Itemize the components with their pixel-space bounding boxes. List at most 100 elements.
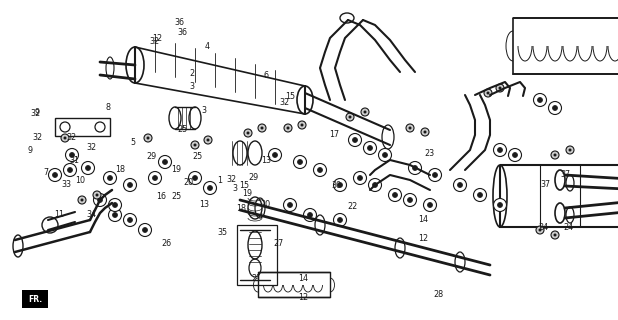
Text: 24: 24 (539, 223, 549, 232)
Circle shape (408, 162, 421, 174)
Circle shape (423, 131, 426, 133)
Text: 2: 2 (189, 69, 194, 78)
Circle shape (551, 231, 559, 239)
Circle shape (496, 84, 504, 92)
Text: 26: 26 (162, 239, 172, 248)
Circle shape (93, 194, 106, 206)
Circle shape (112, 212, 117, 218)
Circle shape (208, 186, 213, 190)
Text: 28: 28 (434, 290, 444, 299)
Circle shape (368, 146, 373, 150)
Circle shape (373, 182, 378, 188)
Circle shape (533, 93, 546, 107)
Text: 21: 21 (252, 274, 261, 283)
Text: 32: 32 (150, 37, 159, 46)
Text: 32: 32 (87, 143, 96, 152)
Circle shape (412, 165, 418, 171)
Circle shape (378, 148, 391, 162)
Text: 11: 11 (54, 210, 64, 219)
Circle shape (497, 203, 502, 207)
Circle shape (64, 137, 67, 140)
Text: 6: 6 (263, 71, 268, 80)
Circle shape (61, 134, 69, 142)
Circle shape (406, 124, 414, 132)
Circle shape (566, 146, 574, 154)
Circle shape (158, 156, 172, 169)
Circle shape (287, 126, 289, 130)
Bar (513, 18, 618, 74)
Circle shape (85, 165, 90, 171)
Circle shape (433, 172, 438, 178)
Circle shape (494, 143, 507, 156)
Circle shape (273, 153, 277, 157)
Circle shape (552, 106, 557, 110)
Text: 34: 34 (87, 210, 96, 219)
Circle shape (127, 218, 132, 222)
Circle shape (204, 136, 212, 144)
Bar (55, 118, 110, 136)
Circle shape (349, 133, 362, 147)
Circle shape (112, 203, 117, 207)
Circle shape (297, 159, 302, 164)
Text: 1: 1 (217, 176, 222, 185)
Circle shape (193, 143, 197, 147)
Circle shape (536, 226, 544, 234)
Circle shape (93, 191, 101, 199)
Circle shape (353, 172, 366, 185)
Circle shape (203, 181, 216, 195)
Text: 32: 32 (227, 175, 237, 184)
Circle shape (357, 175, 363, 180)
Text: 19: 19 (242, 189, 252, 198)
Circle shape (48, 169, 62, 181)
Text: 22: 22 (347, 202, 357, 211)
Text: 19: 19 (171, 165, 181, 174)
Text: 37: 37 (561, 170, 570, 179)
Circle shape (457, 182, 462, 188)
Text: 5: 5 (130, 138, 135, 147)
Text: 25: 25 (171, 192, 181, 201)
Circle shape (486, 92, 489, 94)
Circle shape (318, 167, 323, 172)
Circle shape (206, 139, 210, 141)
Text: 9: 9 (27, 146, 32, 155)
Text: 32: 32 (279, 98, 289, 107)
Circle shape (303, 209, 316, 221)
Circle shape (124, 179, 137, 191)
Text: 15: 15 (286, 92, 295, 100)
Circle shape (67, 167, 72, 172)
Circle shape (428, 169, 441, 181)
Circle shape (404, 194, 417, 206)
Circle shape (287, 203, 292, 207)
Text: 24: 24 (564, 223, 574, 232)
Circle shape (127, 182, 132, 188)
Circle shape (69, 153, 75, 157)
Text: 7: 7 (44, 168, 49, 177)
Circle shape (538, 228, 541, 231)
Circle shape (473, 188, 486, 202)
Text: 29: 29 (146, 152, 156, 161)
Circle shape (66, 148, 78, 162)
Text: 14: 14 (298, 274, 308, 283)
Circle shape (428, 203, 433, 207)
Circle shape (109, 198, 122, 212)
Circle shape (363, 110, 366, 114)
Text: 27: 27 (273, 239, 283, 248)
Circle shape (148, 172, 161, 185)
Text: 17: 17 (329, 130, 339, 139)
Circle shape (284, 124, 292, 132)
Circle shape (144, 134, 152, 142)
Circle shape (349, 116, 352, 118)
Circle shape (313, 164, 326, 177)
Circle shape (538, 98, 543, 102)
Text: 23: 23 (425, 149, 434, 158)
Circle shape (188, 172, 201, 185)
Circle shape (191, 141, 199, 149)
Circle shape (109, 209, 122, 221)
Bar (500, 165, 618, 227)
Text: 3: 3 (232, 184, 237, 193)
Circle shape (392, 193, 397, 197)
Circle shape (294, 156, 307, 169)
Circle shape (346, 113, 354, 121)
Text: 10: 10 (75, 176, 85, 185)
Circle shape (64, 164, 77, 177)
